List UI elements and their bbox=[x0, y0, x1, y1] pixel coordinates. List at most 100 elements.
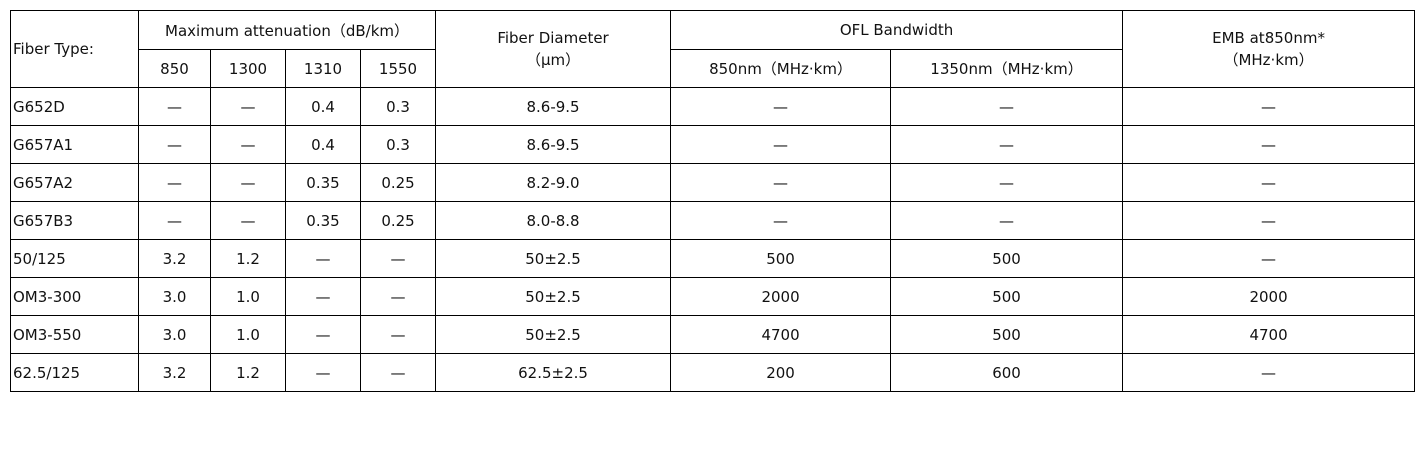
table-cell: — bbox=[670, 125, 892, 164]
table-cell: — bbox=[285, 239, 361, 278]
table-cell: 3.0 bbox=[138, 315, 211, 354]
header-cell: 850nm（MHz·km） bbox=[670, 49, 892, 88]
table-cell: 2000 bbox=[670, 277, 892, 316]
header-cell: Fiber Type: bbox=[10, 10, 139, 88]
table-cell: 0.25 bbox=[359, 201, 437, 240]
table-cell: — bbox=[670, 87, 892, 126]
table-cell: — bbox=[359, 353, 437, 392]
table-cell: — bbox=[210, 201, 286, 240]
table-cell: 3.2 bbox=[138, 353, 211, 392]
table-cell: 0.25 bbox=[359, 163, 437, 202]
header-cell: EMB at850nm* （MHz·km） bbox=[1122, 10, 1416, 88]
fiber-type-cell: OM3-550 bbox=[10, 315, 139, 354]
fiber-type-cell: G657A2 bbox=[10, 163, 139, 202]
table-row: OM3-550 3.0 1.0— —50±2.5 4700 500 4700 bbox=[10, 315, 1416, 354]
table-cell: 0.35 bbox=[285, 163, 361, 202]
table-row: 62.5/125 3.2 1.2— —62.5±2.5 200 600— bbox=[10, 353, 1416, 392]
table-cell: 1.0 bbox=[210, 315, 286, 354]
table-cell: 1.2 bbox=[210, 353, 286, 392]
page: Fiber Type: Maximum attenuation（dB/km） F… bbox=[10, 10, 1416, 392]
table-cell: — bbox=[1122, 87, 1416, 126]
table-cell: — bbox=[138, 201, 211, 240]
header-cell: Maximum attenuation（dB/km） bbox=[137, 10, 437, 50]
table-cell: — bbox=[359, 239, 437, 278]
table-cell: 200 bbox=[670, 353, 892, 392]
table-cell: 0.3 bbox=[359, 87, 437, 126]
header-cell: 1350nm（MHz·km） bbox=[890, 49, 1124, 88]
table-cell: 4700 bbox=[1122, 315, 1416, 354]
table-cell: 1.2 bbox=[210, 239, 286, 278]
header-cell: 1550 bbox=[359, 49, 437, 88]
table-cell: — bbox=[359, 315, 437, 354]
table-row: OM3-300 3.0 1.0— —50±2.5 2000 500 2000 bbox=[10, 277, 1416, 316]
table-cell: 50±2.5 bbox=[435, 239, 672, 278]
table-cell: — bbox=[285, 315, 361, 354]
table-cell: — bbox=[285, 277, 361, 316]
fiber-table: Fiber Type: Maximum attenuation（dB/km） F… bbox=[10, 10, 1416, 392]
table-cell: — bbox=[210, 163, 286, 202]
table-cell: 0.35 bbox=[285, 201, 361, 240]
table-row: 50/125 3.2 1.2— —50±2.5 500 500— bbox=[10, 239, 1416, 278]
table-cell: 8.6-9.5 bbox=[435, 125, 672, 164]
table-cell: — bbox=[1122, 201, 1416, 240]
table-row: G657A1— —0.4 0.3 8.6-9.5— — — bbox=[10, 125, 1416, 164]
table-cell: — bbox=[1122, 353, 1416, 392]
table-cell: 1.0 bbox=[210, 277, 286, 316]
header-text: （MHz·km） bbox=[1223, 51, 1314, 69]
table-cell: 3.0 bbox=[138, 277, 211, 316]
table-cell: 8.0-8.8 bbox=[435, 201, 672, 240]
fiber-type-cell: 62.5/125 bbox=[10, 353, 139, 392]
table-cell: — bbox=[1122, 239, 1416, 278]
table-cell: — bbox=[210, 87, 286, 126]
table-cell: 500 bbox=[890, 239, 1124, 278]
header-cell: 850 bbox=[138, 49, 211, 88]
table-cell: — bbox=[138, 163, 211, 202]
fiber-type-cell: G652D bbox=[10, 87, 139, 126]
table-cell: 500 bbox=[890, 277, 1124, 316]
table-cell: — bbox=[890, 163, 1124, 202]
table-cell: 50±2.5 bbox=[435, 277, 672, 316]
table-cell: — bbox=[138, 125, 211, 164]
fiber-type-cell: 50/125 bbox=[10, 239, 139, 278]
table-row: G657A2— —0.35 0.25 8.2-9.0— — — bbox=[10, 163, 1416, 202]
header-row: 850 1300 1310 1550 850nm（MHz·km） 1350nm（… bbox=[11, 49, 1415, 88]
header-cell: 1310 bbox=[285, 49, 361, 88]
table-cell: 0.4 bbox=[285, 125, 361, 164]
table-cell: 0.4 bbox=[285, 87, 361, 126]
header-cell: 1300 bbox=[210, 49, 286, 88]
table-cell: 4700 bbox=[670, 315, 892, 354]
table-cell: 2000 bbox=[1122, 277, 1416, 316]
table-cell: 8.2-9.0 bbox=[435, 163, 672, 202]
table-cell: — bbox=[890, 201, 1124, 240]
table-cell: — bbox=[138, 87, 211, 126]
table-cell: 0.3 bbox=[359, 125, 437, 164]
table-row: G657B3— —0.35 0.25 8.0-8.8— — — bbox=[10, 201, 1416, 240]
fiber-type-cell: G657A1 bbox=[10, 125, 139, 164]
table-body: Fiber Type: Maximum attenuation（dB/km） F… bbox=[10, 10, 1416, 392]
fiber-type-cell: G657B3 bbox=[10, 201, 139, 240]
table-cell: 62.5±2.5 bbox=[435, 353, 672, 392]
table-cell: 3.2 bbox=[138, 239, 211, 278]
table-cell: 50±2.5 bbox=[435, 315, 672, 354]
table-cell: — bbox=[1122, 125, 1416, 164]
fiber-type-cell: OM3-300 bbox=[10, 277, 139, 316]
table-cell: — bbox=[670, 163, 892, 202]
table-cell: 500 bbox=[890, 315, 1124, 354]
table-cell: — bbox=[285, 353, 361, 392]
table-cell: — bbox=[210, 125, 286, 164]
header-cell: OFL Bandwidth bbox=[670, 10, 1124, 50]
table-cell: — bbox=[1122, 163, 1416, 202]
table-cell: — bbox=[359, 277, 437, 316]
table-cell: — bbox=[890, 87, 1124, 126]
table-row: G652D — —0.4 0.3 8.6-9.5— — — bbox=[10, 87, 1416, 126]
header-text: Fiber Diameter bbox=[497, 29, 609, 47]
table-cell: — bbox=[890, 125, 1124, 164]
header-cell: Fiber Diameter （μm） bbox=[435, 10, 672, 88]
table-cell: 500 bbox=[670, 239, 892, 278]
header-row: Fiber Type: Maximum attenuation（dB/km） F… bbox=[10, 10, 1416, 88]
header-text: （μm） bbox=[525, 51, 581, 69]
header-text: EMB at850nm* bbox=[1212, 29, 1325, 47]
table-cell: — bbox=[670, 201, 892, 240]
table-cell: 600 bbox=[890, 353, 1124, 392]
table-cell: 8.6-9.5 bbox=[435, 87, 672, 126]
